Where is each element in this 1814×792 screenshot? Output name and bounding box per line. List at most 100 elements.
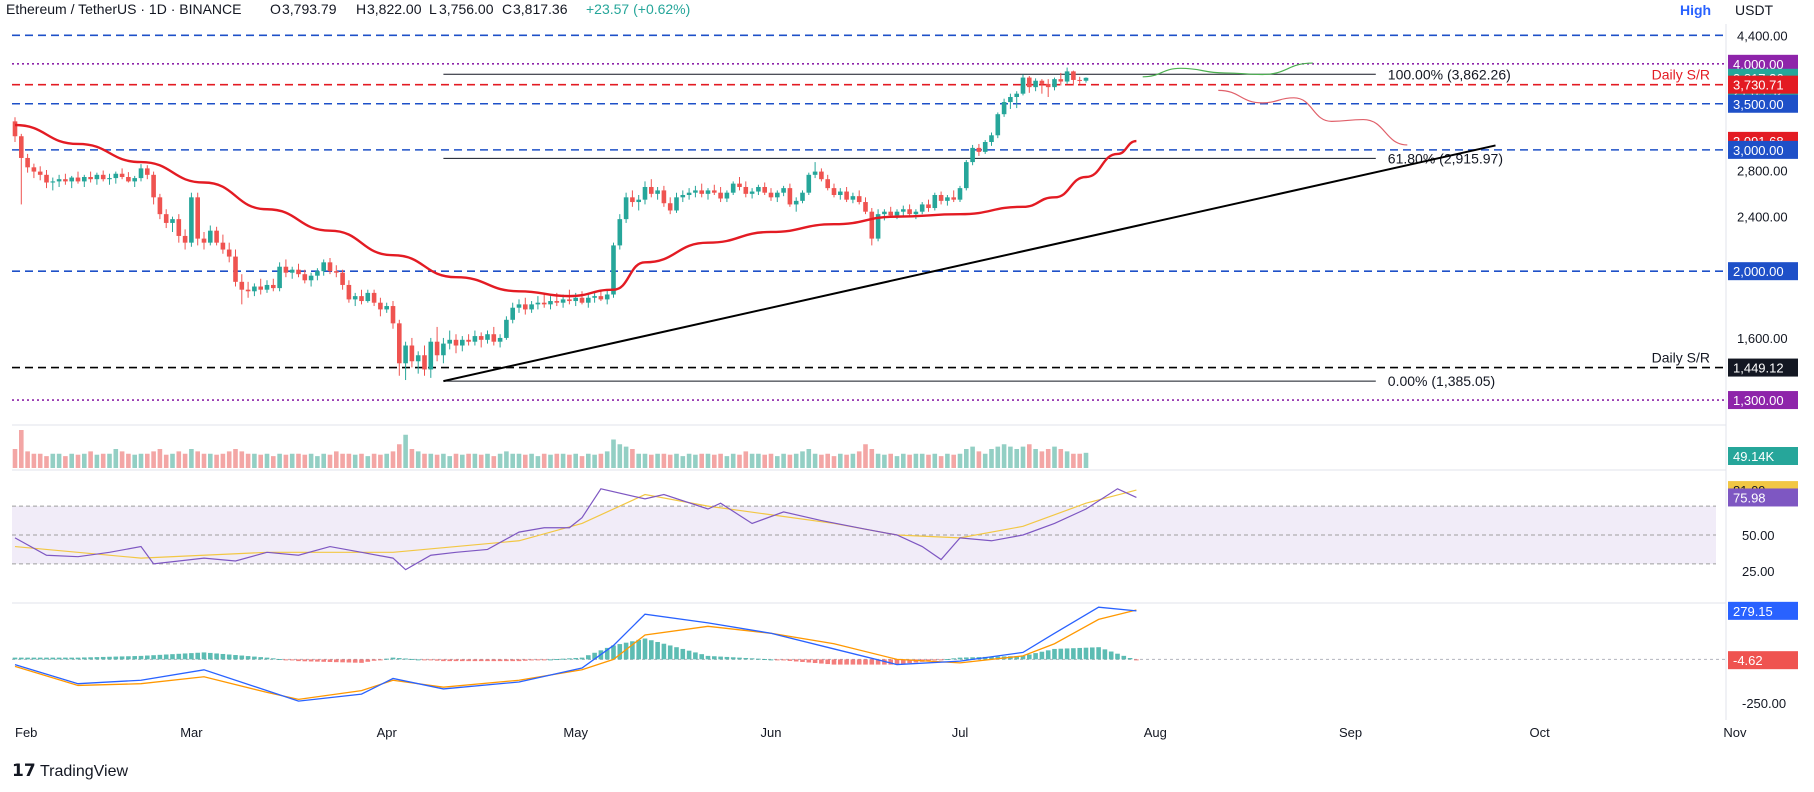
volume-tag[interactable]: 49.14K <box>1728 447 1798 465</box>
trendline[interactable] <box>443 144 1496 383</box>
price-tag-label: 1,300.00 <box>1733 393 1784 408</box>
tradingview-logo-mark: 𝟭𝟳 <box>12 761 36 780</box>
macd-histogram-bar <box>844 659 849 665</box>
candle-body <box>1008 96 1013 103</box>
candle-body <box>932 194 938 209</box>
volume-bar <box>447 456 452 468</box>
candle-body <box>195 197 200 239</box>
rsi-tag[interactable]: 75.98 <box>1728 488 1798 507</box>
macd-histogram-bar <box>712 656 717 660</box>
macd-histogram-bar <box>94 657 100 660</box>
level-annotation: Daily S/R <box>1652 67 1710 83</box>
time-label: Nov <box>1723 725 1747 740</box>
volume-bar <box>497 453 503 468</box>
volume-bar <box>1039 451 1045 468</box>
candle-body <box>31 167 37 172</box>
time-label: Feb <box>15 725 37 740</box>
macd-histogram-bar <box>88 657 93 660</box>
macd-histogram-bar <box>504 659 509 662</box>
macd-histogram-bar <box>390 657 396 660</box>
price-tag[interactable]: 2,000.00 <box>1728 262 1798 281</box>
candle-body <box>756 186 761 192</box>
candle-body <box>182 235 188 243</box>
candle-body <box>214 230 219 243</box>
macd-histogram-bar <box>938 659 944 661</box>
currency-label[interactable]: USDT <box>1735 2 1774 18</box>
volume-bar <box>699 453 704 468</box>
volume-bar <box>1077 453 1082 468</box>
macd-histogram-bar <box>441 659 446 662</box>
tradingview-logo[interactable]: 𝟭𝟳 TradingView <box>12 761 128 780</box>
price-tag[interactable]: 3,000.00 <box>1728 140 1798 159</box>
volume-bar <box>693 454 698 468</box>
volume-tag-bg <box>1728 447 1798 465</box>
macd-histogram-bar <box>176 653 182 660</box>
candle-body <box>680 194 686 198</box>
volume-bar <box>69 453 74 468</box>
macd-histogram-bar <box>523 659 528 661</box>
candle-body <box>201 238 207 243</box>
macd-tag-bg <box>1728 601 1798 620</box>
macd-histogram-bar <box>945 659 950 661</box>
candle-body <box>491 334 497 342</box>
chart-background <box>12 24 1727 720</box>
candle-body <box>1071 71 1076 80</box>
macd-histogram-bar <box>189 653 194 660</box>
macd-histogram-bar <box>75 657 81 660</box>
candle-body <box>371 292 377 303</box>
macd-tag[interactable]: -4.62 <box>1728 651 1798 670</box>
price-tag[interactable]: 4,000.00 <box>1728 54 1798 73</box>
high-button[interactable]: High <box>1680 2 1711 18</box>
volume-bar <box>901 453 906 468</box>
candle-body <box>296 269 301 275</box>
volume-bar <box>397 444 402 468</box>
price-tag[interactable]: 3,500.00 <box>1728 94 1798 113</box>
candle-body <box>541 302 547 305</box>
macd-histogram-bar <box>409 658 415 660</box>
price-tag[interactable]: 1,449.12 <box>1728 358 1798 377</box>
volume-bar <box>598 453 604 468</box>
volume-bar <box>573 453 578 468</box>
rsi-tag-bg <box>1728 488 1798 507</box>
price-tick-label: 2,800.00 <box>1737 164 1788 179</box>
macd-histogram-bar <box>730 657 736 660</box>
volume-bar <box>636 453 641 468</box>
price-axis[interactable]: 4,400.00 2,800.00 2,400.00 1,600.00 1,300.00… <box>1728 28 1798 670</box>
fibonacci-retracement[interactable]: 100.00% (3,862.26) 61.80% (2,915.97) 0.00%… <box>443 66 1511 389</box>
time-axis[interactable]: Feb Mar Apr May Jun Jul Aug Sep Oct Nov <box>15 725 1747 740</box>
price-tag[interactable]: 3,730.71 <box>1728 75 1798 94</box>
candle-body <box>882 211 887 215</box>
candle-body <box>107 178 112 180</box>
symbol-title[interactable]: Ethereum / TetherUS · 1D · BINANCE <box>6 1 241 17</box>
macd-histogram-bar <box>901 659 906 664</box>
time-label: Aug <box>1144 725 1167 740</box>
volume-bar <box>82 453 87 468</box>
candle-body <box>384 306 389 310</box>
candle-body <box>957 188 963 200</box>
price-tick-label: 1,600.00 <box>1737 331 1788 346</box>
volume-bar <box>75 454 81 468</box>
volume-bar <box>100 453 106 468</box>
candle-body <box>1020 77 1026 94</box>
macd-tag[interactable]: 279.15 <box>1728 601 1798 620</box>
macd-histogram-bar <box>586 655 591 660</box>
candle-body <box>850 196 856 200</box>
candle-body <box>869 211 875 239</box>
candle-body <box>630 197 635 203</box>
macd-histogram-bar <box>762 659 767 661</box>
macd-histogram-bar <box>145 655 150 660</box>
candle-body <box>510 307 515 320</box>
macd-histogram-bar <box>630 641 635 660</box>
candle-body <box>56 179 62 182</box>
macd-histogram-bar <box>541 659 547 661</box>
volume-bar <box>957 453 963 468</box>
candle-body <box>75 177 81 182</box>
macd-histogram-bar <box>686 650 692 660</box>
candle-body <box>113 173 119 179</box>
volume-bar <box>371 453 377 468</box>
candle-body <box>126 176 131 182</box>
price-tag[interactable]: 1,300.00 <box>1728 391 1798 410</box>
volume-bar <box>113 449 119 468</box>
volume-bar <box>378 454 383 468</box>
